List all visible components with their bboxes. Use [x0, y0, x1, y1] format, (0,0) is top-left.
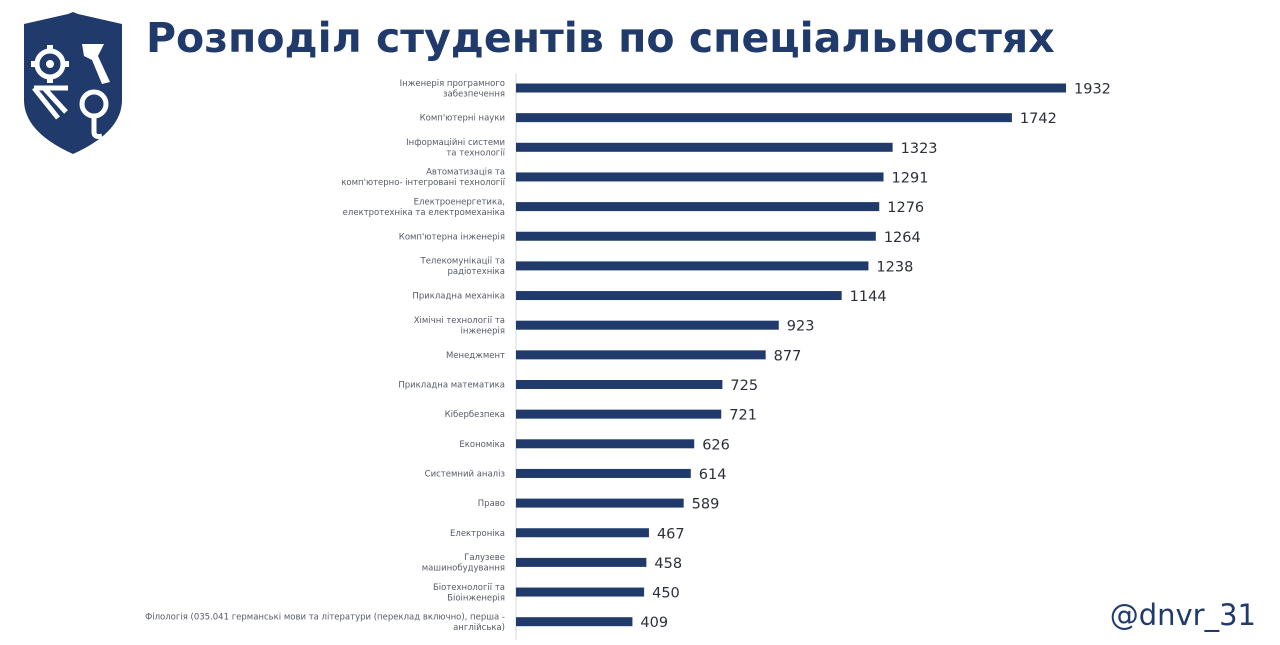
- bar-value-label: 614: [699, 467, 727, 483]
- category-label: Телекомунікації та радіотехніка: [420, 257, 506, 278]
- category-label: Електроенергетика, електротехніка та елек…: [343, 197, 505, 218]
- bar-value-label: 1742: [1020, 111, 1057, 127]
- category-label-line: Біотехнології та: [433, 583, 505, 593]
- bar: [516, 587, 645, 597]
- category-label-line: Інженерія програмного: [400, 79, 505, 89]
- category-label: Комп'ютерні науки: [420, 114, 505, 124]
- category-label-line: англійська): [453, 623, 505, 633]
- bar: [516, 498, 684, 508]
- bar-value-label: 725: [730, 378, 758, 394]
- bar-value-label: 458: [654, 556, 682, 572]
- category-label: Право: [478, 499, 505, 509]
- category-label: Галузеве машинобудування: [422, 553, 505, 574]
- bar-value-label: 721: [729, 408, 757, 424]
- category-label-line: забезпечення: [443, 89, 505, 99]
- bar-value-label: 923: [787, 319, 815, 335]
- category-label-line: Менеджмент: [446, 351, 505, 361]
- bar-value-label: 626: [702, 437, 730, 453]
- category-label: Автоматизація та комп'ютерно- інтегровані…: [341, 168, 505, 189]
- bar: [516, 291, 842, 301]
- category-label-line: електротехніка та електромеханіка: [343, 208, 505, 218]
- bar-value-label: 1291: [892, 170, 929, 186]
- category-label: Кібербезпека: [445, 410, 505, 420]
- bar-value-label: 1323: [901, 141, 938, 157]
- bar-value-label: 1238: [876, 259, 913, 275]
- bar: [516, 113, 1012, 123]
- category-label-line: Біоінженерія: [447, 593, 505, 603]
- bar-value-label: 1932: [1074, 82, 1111, 98]
- bar: [516, 617, 633, 627]
- category-label-line: Автоматизація та: [426, 168, 505, 178]
- crest-emblem: [31, 44, 110, 139]
- category-label-line: Прикладна механіка: [412, 292, 505, 302]
- bar: [516, 320, 779, 330]
- category-label: Хімічні технології та інженерія: [414, 316, 505, 337]
- category-label-line: Кібербезпека: [445, 410, 505, 420]
- category-label: Інформаційні системи та технології: [406, 138, 505, 159]
- category-label: Комп'ютерна інженерія: [399, 232, 505, 242]
- category-label-line: Економіка: [459, 440, 505, 450]
- category-label: Системний аналіз: [425, 469, 506, 479]
- bar: [516, 83, 1066, 93]
- category-label-line: Комп'ютерні науки: [420, 114, 505, 124]
- bar: [516, 231, 876, 241]
- bar: [516, 350, 766, 360]
- category-label-line: та технології: [446, 149, 505, 159]
- category-label-line: Системний аналіз: [425, 469, 506, 479]
- category-label-line: Галузеве: [464, 553, 505, 563]
- category-label: Прикладна механіка: [412, 292, 505, 302]
- bar: [516, 468, 691, 478]
- bar: [516, 380, 723, 389]
- category-label-line: Хімічні технології та: [414, 316, 505, 326]
- category-label-line: радіотехніка: [447, 267, 505, 277]
- bar: [516, 202, 880, 212]
- category-label-line: Філологія (035.041 германські мови та лі…: [145, 612, 505, 622]
- bar: [516, 557, 647, 567]
- category-label: Електроніка: [450, 529, 505, 539]
- bar: [516, 261, 869, 271]
- author-handle: @dnvr_31: [1109, 598, 1256, 632]
- bar: [516, 409, 722, 419]
- bar-value-label: 1276: [887, 200, 924, 216]
- category-label: Біотехнології та Біоінженерія: [433, 583, 505, 604]
- bar: [516, 439, 695, 449]
- category-label: Інженерія програмного забезпечення: [400, 79, 505, 100]
- category-label-line: комп'ютерно- інтегровані технології: [341, 178, 505, 188]
- category-label: Економіка: [459, 440, 505, 450]
- category-label-line: Телекомунікації та: [420, 257, 506, 267]
- page-title: Розподіл студентів по спеціальностях: [146, 14, 1055, 62]
- category-label-line: Прикладна математика: [398, 381, 505, 391]
- bar-value-label: 1264: [884, 230, 921, 246]
- category-label: Прикладна математика: [398, 381, 505, 391]
- category-label: Менеджмент: [446, 351, 505, 361]
- bar: [516, 172, 884, 182]
- category-label-line: машинобудування: [422, 564, 505, 574]
- bar-value-label: 589: [692, 497, 720, 513]
- bar-value-label: 409: [640, 615, 668, 631]
- category-label: Філологія (035.041 германські мови та лі…: [145, 612, 505, 633]
- bar-value-label: 1144: [850, 289, 887, 305]
- category-label-line: Комп'ютерна інженерія: [399, 232, 505, 242]
- bar: [516, 528, 649, 538]
- category-label-line: інженерія: [461, 326, 505, 336]
- category-label-line: Електроенергетика,: [414, 197, 505, 207]
- bar-value-label: 877: [774, 348, 802, 364]
- bar-value-label: 467: [657, 526, 685, 542]
- university-crest-icon: [24, 12, 122, 154]
- category-label-line: Інформаційні системи: [406, 138, 505, 148]
- bar: [516, 142, 893, 152]
- category-label-line: Електроніка: [450, 529, 505, 539]
- bar-value-label: 450: [652, 586, 680, 602]
- category-label-line: Право: [478, 499, 505, 509]
